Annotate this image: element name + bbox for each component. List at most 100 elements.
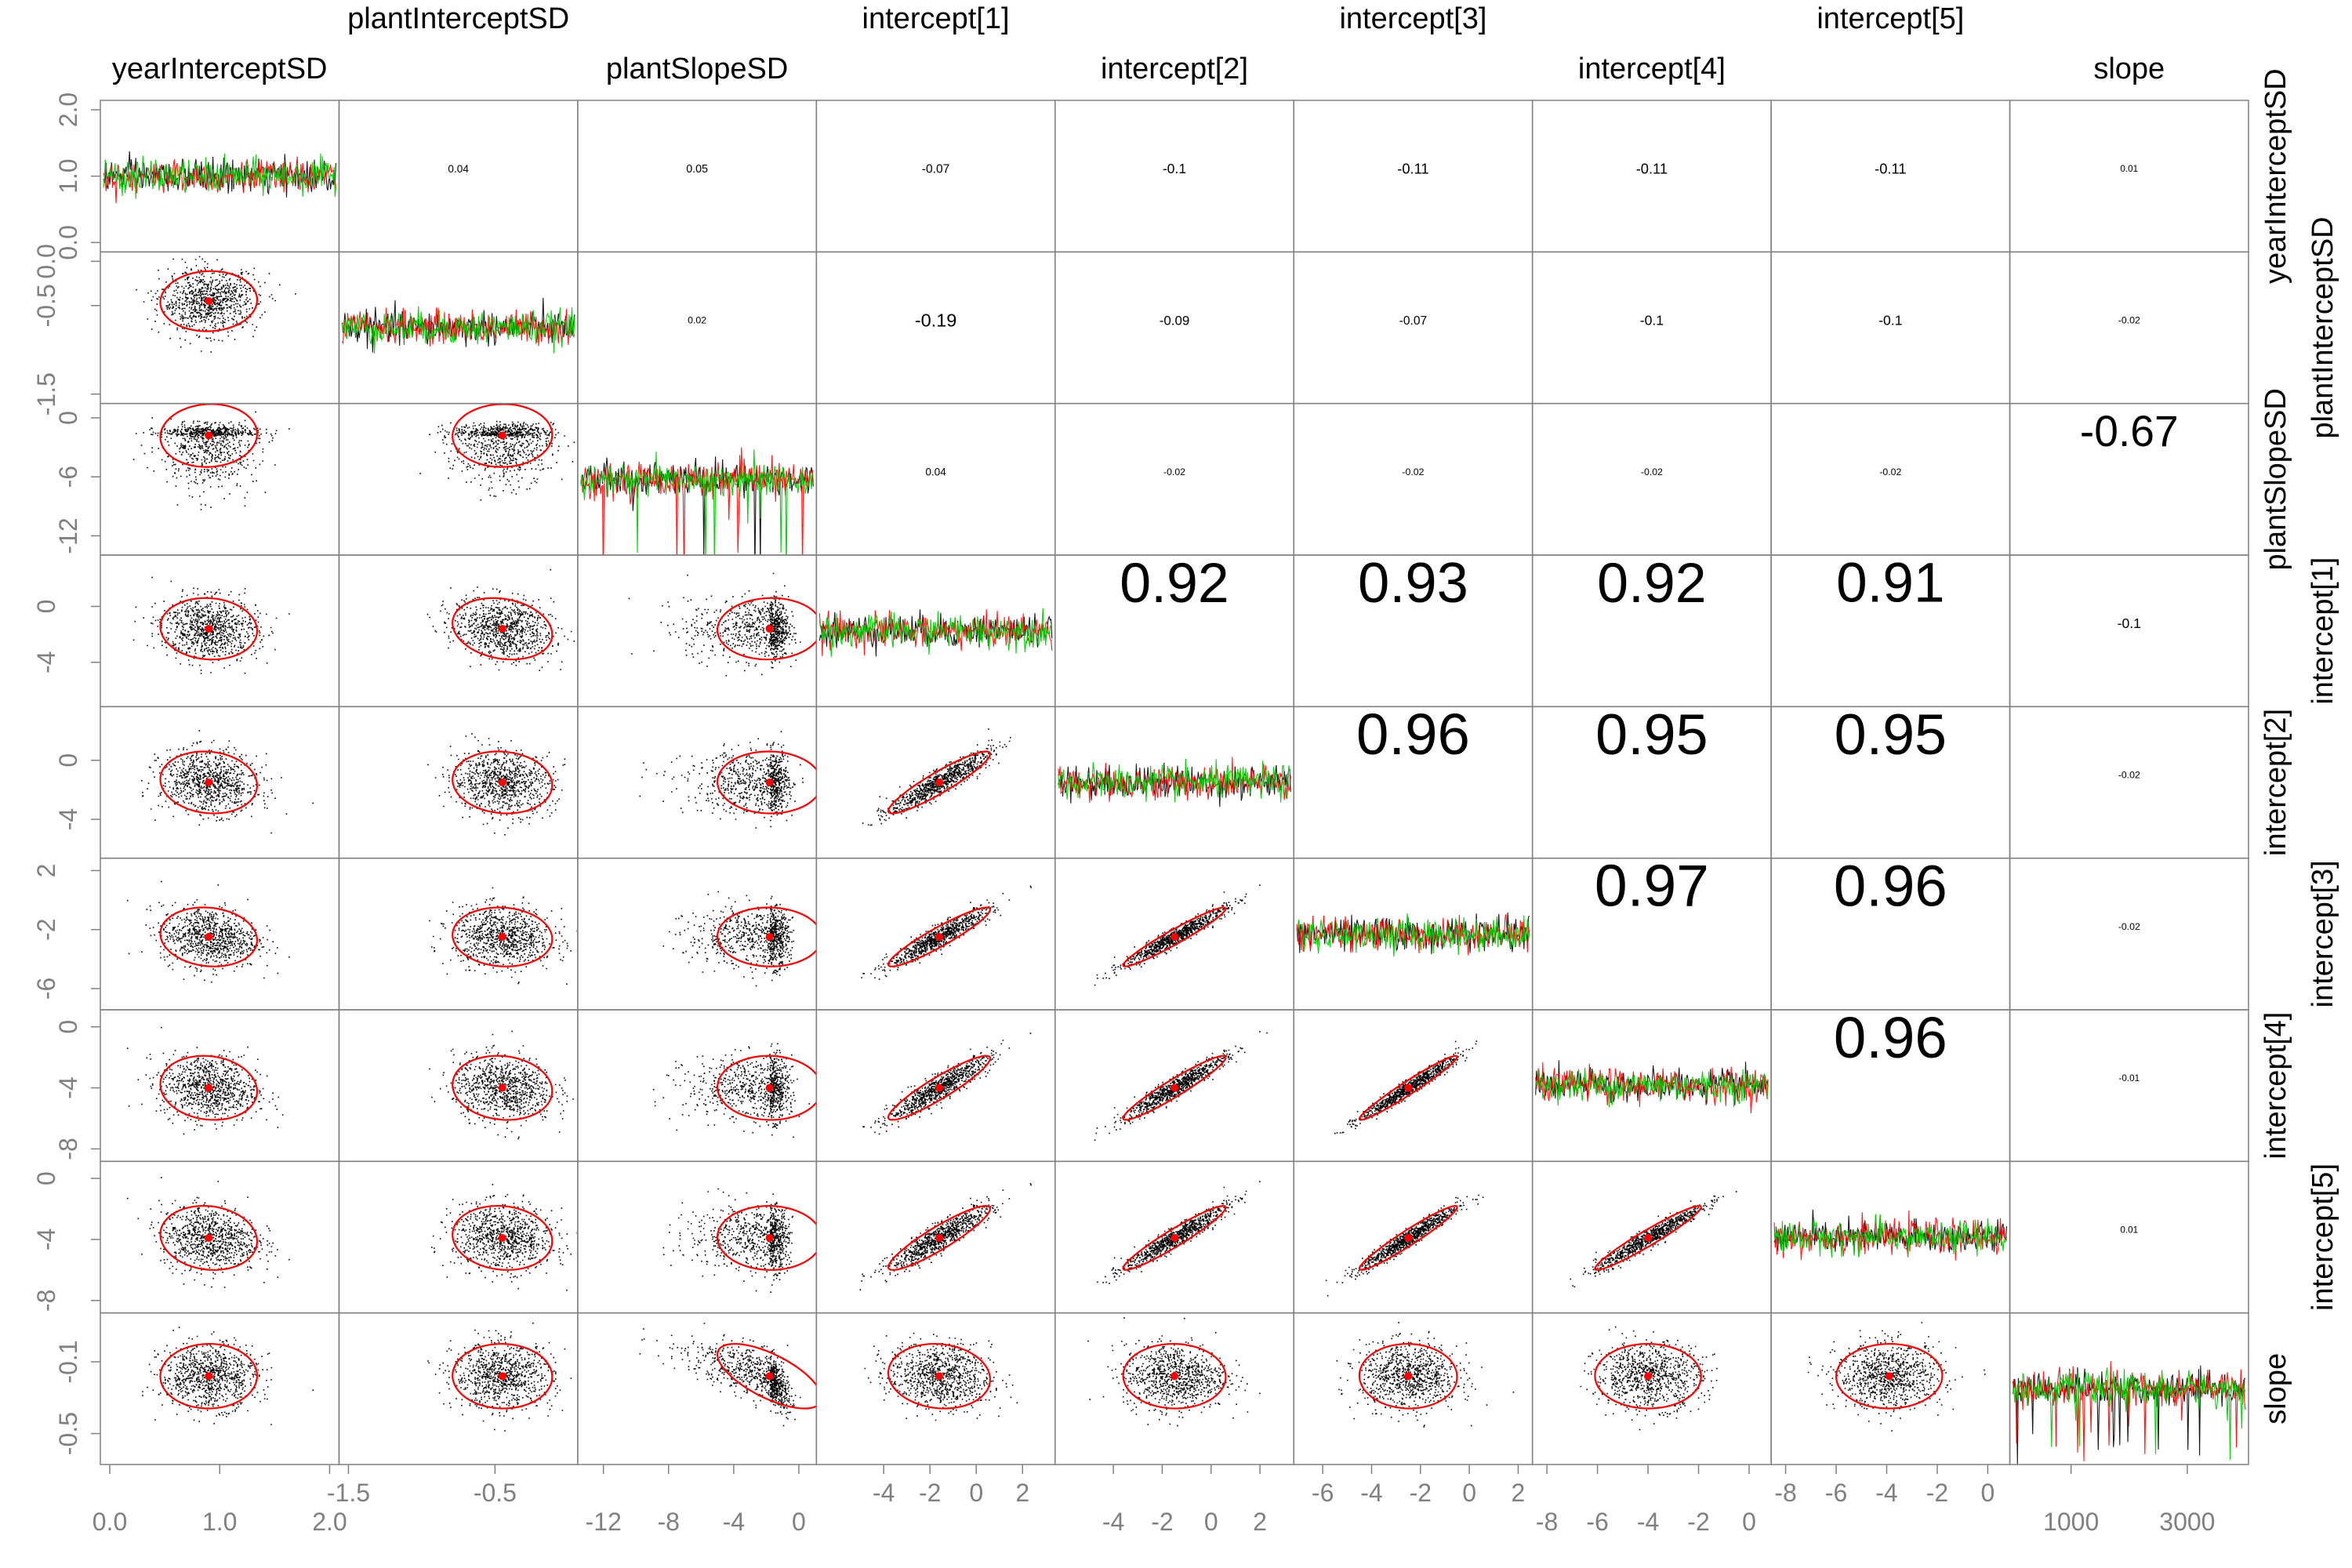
confidence-ellipse: [159, 403, 259, 468]
panel-content: [142, 1327, 314, 1425]
correlation-label: -0.02: [2118, 921, 2140, 932]
mean-point: [935, 1372, 943, 1381]
bottom-tick-label: 2: [1512, 1479, 1526, 1507]
correlation-label: -0.02: [1641, 466, 1663, 477]
panel-content: 0.92: [1597, 552, 1707, 615]
scatter-points: [662, 891, 795, 987]
left-tick-label: -6: [54, 466, 82, 488]
panel-r7-c6: [1531, 1160, 1772, 1314]
panel-content: [639, 1312, 817, 1427]
bottom-tick-label: -6: [1586, 1508, 1608, 1536]
confidence-ellipse: [452, 1204, 554, 1271]
mean-point: [765, 779, 774, 786]
correlation-label: -0.11: [1397, 160, 1428, 176]
panel-content: [1336, 1322, 1515, 1428]
panel-content: [1296, 912, 1530, 957]
confidence-ellipse: [887, 1054, 992, 1121]
bottom-tick-label: -4: [1637, 1508, 1659, 1536]
confidence-ellipse: [1358, 1342, 1458, 1410]
correlation-label: 0.96: [1834, 1005, 1947, 1070]
mean-point: [498, 1083, 506, 1092]
left-tick-label: -0.1: [54, 1340, 82, 1383]
panel-content: -0.02: [1641, 466, 1663, 477]
panel-content: -0.02: [2118, 921, 2140, 932]
correlation-label: -0.09: [1160, 313, 1190, 328]
panel-content: -0.11: [1636, 160, 1668, 176]
confidence-ellipse: [159, 1054, 259, 1121]
confidence-ellipse: [159, 750, 259, 815]
left-tick-label: 0: [32, 1171, 60, 1185]
correlation-label: -0.01: [2118, 1073, 2140, 1083]
correlation-label: -0.07: [1399, 314, 1428, 328]
bottom-tick-label: -4: [723, 1508, 745, 1536]
confidence-ellipse: [452, 1054, 554, 1121]
bottom-tick-label: -2: [1151, 1508, 1173, 1536]
scatter-points: [132, 411, 290, 510]
panel-content: [662, 1188, 817, 1293]
bottom-tick-label: 1.0: [202, 1508, 237, 1536]
panel-content: 0.93: [1358, 551, 1468, 615]
bottom-tick-label: -4: [1360, 1479, 1382, 1507]
correlation-label: -0.02: [1402, 466, 1424, 477]
bottom-tick-label: 0.0: [93, 1508, 127, 1536]
confidence-ellipse: [1835, 1342, 1944, 1410]
confidence-ellipse: [887, 750, 992, 815]
trace-chain-3: [1535, 1068, 1769, 1108]
bottom-tick-label: -12: [586, 1508, 622, 1536]
panel-content: [1535, 1060, 1769, 1114]
panel-content: [427, 733, 566, 836]
scatter-points: [427, 733, 566, 836]
tick-layer: 0.01.02.0-1.5-0.50.0-12-60-40-40-6-22-8-…: [32, 93, 2215, 1536]
scatter-points: [1580, 1326, 1718, 1431]
left-tick-label: 0.0: [32, 244, 60, 278]
panel-content: -0.1: [1163, 161, 1186, 176]
scatter-points: [141, 730, 314, 834]
scatter-points: [429, 887, 578, 985]
confidence-ellipse: [716, 597, 817, 661]
correlation-label: 0.96: [1356, 702, 1470, 767]
panel-content: [862, 1033, 1032, 1135]
scatter-points: [859, 1183, 1032, 1290]
left-tick-label: 0: [32, 600, 60, 614]
right-variable-label: plantInterceptSD: [2307, 216, 2339, 438]
panel-content: [1773, 1209, 2008, 1261]
bottom-tick-label: 3000: [2159, 1508, 2215, 1536]
confidence-ellipse: [1594, 1342, 1702, 1410]
mean-point: [1404, 1233, 1413, 1242]
panel-r8-c0: [100, 1312, 340, 1465]
scatter-points: [1807, 1322, 1986, 1432]
panel-content: [132, 403, 290, 510]
left-tick-label: 1.0: [54, 158, 82, 193]
panel-layer: 0.04 0.05 -0.07 -0.1 -0.11 -0.11 -0.11 0.01 0.02…: [100, 100, 2249, 1465]
panel-content: [1058, 757, 1291, 808]
correlation-label: 0.96: [1834, 853, 1947, 918]
confidence-ellipse: [1122, 1054, 1227, 1121]
bottom-tick-label: -0.5: [474, 1479, 517, 1507]
left-tick-label: -8: [54, 1138, 82, 1160]
bottom-tick-label: 2.0: [312, 1508, 347, 1536]
bottom-tick-label: -1.5: [327, 1479, 370, 1507]
bottom-tick-label: 0: [1981, 1479, 1995, 1507]
panel-content: -0.02: [1879, 466, 1901, 477]
correlation-label: -0.1: [1163, 161, 1186, 176]
confidence-ellipse: [159, 906, 259, 967]
panel-r4-c7: 0.95: [1770, 706, 2011, 859]
bottom-tick-label: -2: [1687, 1508, 1709, 1536]
confidence-ellipse: [1358, 1054, 1458, 1121]
bottom-tick-label: -6: [1312, 1479, 1334, 1507]
correlation-label: 0.93: [1358, 551, 1468, 615]
left-tick-label: 2.0: [54, 93, 82, 127]
left-tick-label: -2: [32, 918, 60, 940]
correlation-label: 0.92: [1597, 552, 1707, 615]
panel-r7-c1: [338, 1160, 579, 1314]
panel-content: [1580, 1326, 1718, 1431]
correlation-label: 0.91: [1836, 553, 1944, 615]
confidence-ellipse: [716, 1343, 817, 1410]
right-variable-label: intercept[1]: [2307, 557, 2339, 705]
bottom-tick-label: 0: [1204, 1508, 1218, 1536]
panel-content: -0.1: [1640, 312, 1664, 328]
mean-point: [765, 1233, 774, 1242]
panel-content: 0.02: [688, 315, 706, 326]
panel-content: [132, 576, 290, 674]
scatter-points: [136, 256, 296, 353]
